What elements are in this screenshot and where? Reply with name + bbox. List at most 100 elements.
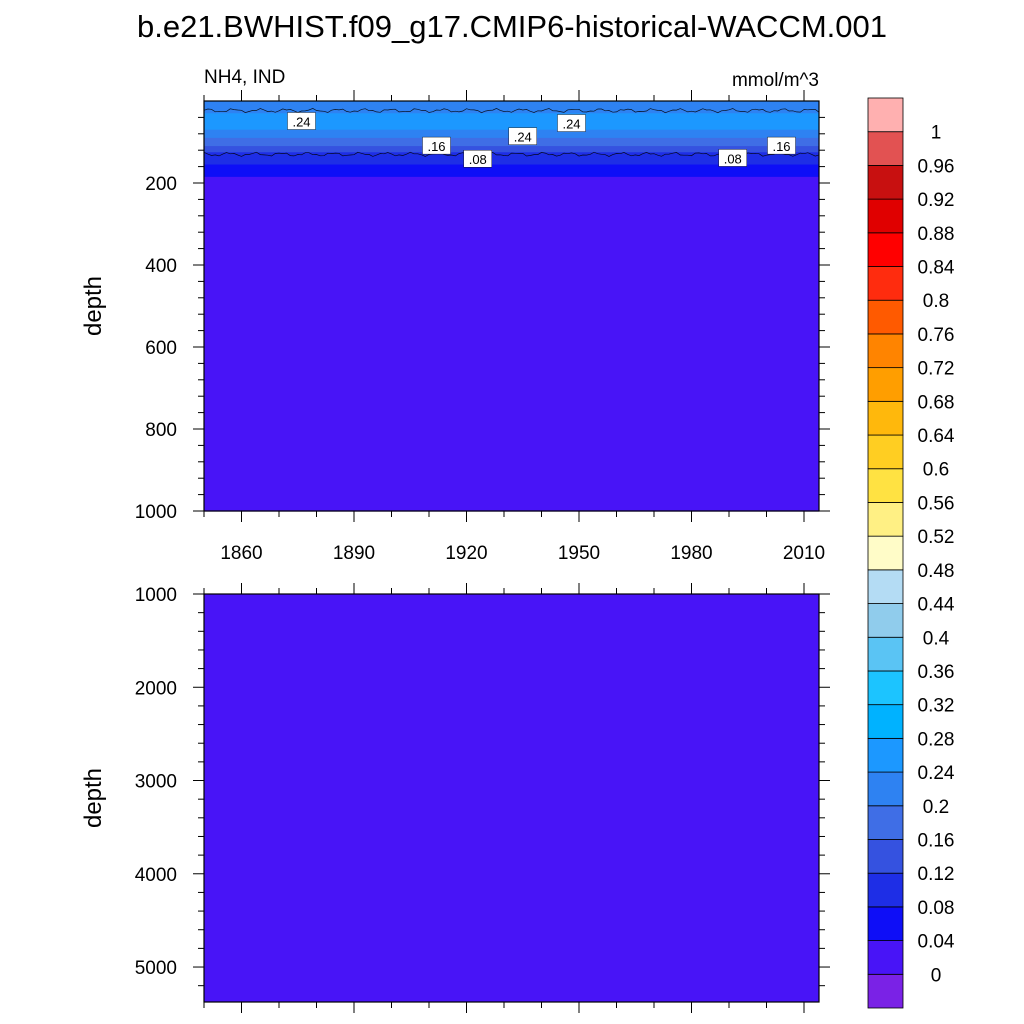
contour-band — [204, 113, 819, 123]
upper-plot-frame — [203, 100, 820, 512]
colorbar-swatch — [867, 333, 904, 369]
contour-band — [204, 180, 819, 512]
upper-y-axis-label: depth — [80, 276, 107, 336]
y-tick-label: 800 — [145, 420, 177, 441]
colorbar-tick-label: 0.4 — [923, 628, 950, 649]
contour-band — [204, 176, 819, 182]
contour-band — [204, 170, 819, 178]
colorbar-tick-label: 0.04 — [918, 932, 955, 953]
colorbar-swatch — [867, 670, 904, 706]
colorbar-tick-label: 0.2 — [923, 797, 949, 818]
colorbar-swatch — [867, 906, 904, 941]
y-tick-label: 400 — [145, 256, 177, 277]
colorbar-swatch — [867, 535, 904, 571]
svg-text:.24: .24 — [514, 130, 532, 145]
colorbar-tick-label: 0.12 — [918, 864, 955, 885]
contour-line — [203, 108, 820, 114]
colorbar-swatch — [867, 367, 904, 402]
svg-text:.24: .24 — [292, 115, 310, 130]
colorbar-swatch — [867, 737, 904, 773]
colorbar-swatch — [867, 502, 904, 537]
contour-line — [203, 151, 820, 157]
lower-contour-field — [204, 594, 819, 1002]
colorbar-tick-label: 0.76 — [918, 325, 955, 346]
contour-label: .24 — [287, 112, 316, 130]
colorbar-tick-label: 0.52 — [918, 527, 955, 548]
colorbar-swatch — [867, 131, 904, 166]
colorbar-swatch — [867, 569, 904, 604]
colorbar-swatch — [867, 434, 904, 470]
colorbar-tick-label: 0.48 — [918, 561, 955, 582]
lower-panel: 1000 2000 3000 4000 5000 depth — [80, 583, 830, 1013]
colorbar-swatch — [867, 973, 904, 1009]
svg-text:.08: .08 — [724, 151, 742, 166]
y-tick-label: 3000 — [135, 772, 177, 793]
y-tick-label: 2000 — [135, 678, 177, 699]
contour-label: .16 — [767, 136, 796, 155]
y-tick-label: 200 — [145, 174, 177, 195]
lower-y-axis: 1000 2000 3000 4000 5000 — [135, 585, 830, 987]
colorbar-swatch — [867, 232, 904, 267]
colorbar-tick-label: 0 — [931, 965, 942, 986]
colorbar-tick-label: 0.24 — [918, 763, 955, 784]
x-tick-label: 1950 — [558, 543, 600, 564]
x-tick-label: 2010 — [783, 543, 825, 564]
figure-title: b.e21.BWHIST.f09_g17.CMIP6-historical-WA… — [137, 9, 887, 44]
upper-contour-lines — [203, 108, 820, 157]
colorbar-swatch — [867, 165, 904, 200]
y-tick-label: 1000 — [135, 585, 177, 606]
colorbar-tick-label: 0.6 — [923, 460, 949, 481]
contour-band — [204, 152, 819, 159]
lower-y-axis-label: depth — [80, 768, 107, 828]
contour-band — [204, 164, 819, 172]
colorbar: 0 0.04 0.08 0.12 0.16 0.2 0.24 0.28 0.32 0.36 0.4 0… — [867, 97, 955, 1009]
lower-x-axis — [203, 583, 805, 1013]
x-tick-label: 1980 — [670, 543, 712, 564]
contour-band — [204, 105, 819, 114]
contour-label: .24 — [508, 127, 537, 145]
colorbar-swatch — [867, 603, 904, 638]
colorbar-tick-label: 0.36 — [918, 662, 955, 683]
svg-text:.08: .08 — [469, 152, 487, 167]
upper-x-axis: 1860 1890 1920 1950 1980 2010 — [203, 90, 825, 564]
colorbar-tick-label: 0.64 — [918, 426, 955, 447]
y-tick-label: 5000 — [135, 958, 177, 979]
contour-band — [204, 158, 819, 166]
svg-text:.16: .16 — [772, 139, 790, 154]
contour-label: .24 — [557, 114, 586, 132]
colorbar-tick-label: 0.72 — [918, 359, 955, 380]
colorbar-tick-label: 0.28 — [918, 729, 955, 750]
upper-panel: NH4, IND mmol/m^3 .24.16.24.24.08.08.16 … — [80, 67, 830, 564]
contour-band — [204, 146, 819, 153]
upper-y-axis: 200 400 600 800 1000 — [135, 116, 830, 523]
contour-band — [204, 121, 819, 131]
svg-text:.24: .24 — [562, 117, 580, 132]
x-tick-label: 1890 — [333, 543, 375, 564]
colorbar-swatch — [867, 400, 904, 436]
colorbar-tick-label: 0.68 — [918, 392, 955, 413]
y-tick-label: 1000 — [135, 502, 177, 523]
colorbar-swatch — [867, 299, 904, 335]
upper-right-label: mmol/m^3 — [732, 70, 819, 91]
colorbar-tick-label: 0.8 — [923, 291, 949, 312]
colorbar-swatch — [867, 771, 904, 807]
colorbar-tick-label: 1 — [931, 123, 942, 144]
colorbar-swatch — [867, 940, 904, 975]
colorbar-swatch — [867, 97, 904, 133]
contour-label: .08 — [463, 150, 492, 168]
upper-left-label: NH4, IND — [204, 67, 285, 88]
colorbar-swatch — [867, 805, 904, 840]
y-tick-label: 600 — [145, 338, 177, 359]
colorbar-swatch — [867, 266, 904, 301]
colorbar-tick-label: 0.56 — [918, 493, 955, 514]
colorbar-tick-label: 0.88 — [918, 224, 955, 245]
colorbar-tick-label: 0.08 — [918, 898, 955, 919]
colorbar-swatch — [867, 468, 904, 503]
colorbar-swatch — [867, 872, 904, 908]
colorbar-tick-label: 0.16 — [918, 830, 955, 851]
colorbar-tick-label: 0.96 — [918, 156, 955, 177]
upper-contour-labels: .24 .16 .24 .24 .08 .08 .16 — [287, 112, 796, 168]
contour-band — [204, 101, 819, 106]
lower-plot-frame — [203, 593, 820, 1003]
